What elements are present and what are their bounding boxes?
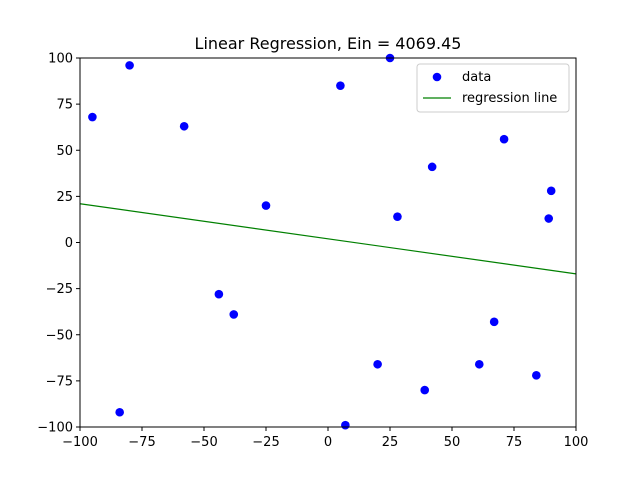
data-point bbox=[261, 201, 271, 210]
legend-box bbox=[416, 63, 570, 113]
data-point bbox=[544, 214, 554, 223]
data-point bbox=[373, 359, 382, 369]
x-tick-label: −75 bbox=[128, 435, 155, 450]
data-point bbox=[179, 121, 189, 131]
x-tick-label: 50 bbox=[444, 435, 461, 450]
legend-label-regression-line: regression line bbox=[462, 91, 557, 106]
plot-frame bbox=[79, 57, 577, 428]
data-point bbox=[229, 310, 239, 319]
y-tick-label: −100 bbox=[37, 421, 73, 436]
data-point bbox=[341, 420, 350, 430]
data-point bbox=[420, 385, 430, 395]
x-tick-label: 25 bbox=[382, 435, 399, 450]
x-tick-label: −25 bbox=[252, 435, 279, 450]
chart-title: Linear Regression, Ein = 4069.45 bbox=[195, 34, 462, 53]
plot-area bbox=[80, 58, 576, 427]
y-tick-label: −75 bbox=[46, 374, 73, 389]
x-tick-label: 75 bbox=[506, 435, 523, 450]
data-point bbox=[214, 289, 224, 299]
data-point bbox=[115, 407, 124, 417]
data-point bbox=[499, 134, 509, 144]
regression-line bbox=[79, 203, 577, 275]
data-point bbox=[125, 61, 134, 70]
y-tick-label: 0 bbox=[65, 236, 73, 251]
x-tick-label: −50 bbox=[190, 435, 217, 450]
data-point bbox=[546, 186, 556, 196]
y-tick-label: 25 bbox=[56, 190, 73, 205]
legend-label-data: data bbox=[462, 70, 491, 85]
y-tick-label: 100 bbox=[48, 52, 73, 67]
y-tick-label: −50 bbox=[46, 328, 73, 343]
y-tick-label: −25 bbox=[46, 282, 73, 297]
legend: data regression line bbox=[416, 63, 570, 113]
y-tick-label: 50 bbox=[56, 144, 73, 159]
data-point bbox=[474, 359, 484, 369]
data-point bbox=[489, 317, 499, 327]
y-tick-label: 75 bbox=[56, 98, 73, 113]
data-point bbox=[427, 162, 437, 172]
x-tick-label: 100 bbox=[564, 435, 589, 450]
data-point bbox=[393, 212, 402, 221]
legend-marker-data bbox=[432, 72, 442, 82]
axes-layer: −100 −75 −50 −25 0 25 50 75 100 −100 −75 −50 −25 0 25 5… bbox=[37, 52, 588, 451]
data-point bbox=[88, 112, 97, 122]
data-point bbox=[336, 81, 345, 90]
x-tick-label: −100 bbox=[62, 435, 98, 450]
x-tick-label: 0 bbox=[324, 435, 332, 450]
data-point bbox=[532, 371, 541, 380]
